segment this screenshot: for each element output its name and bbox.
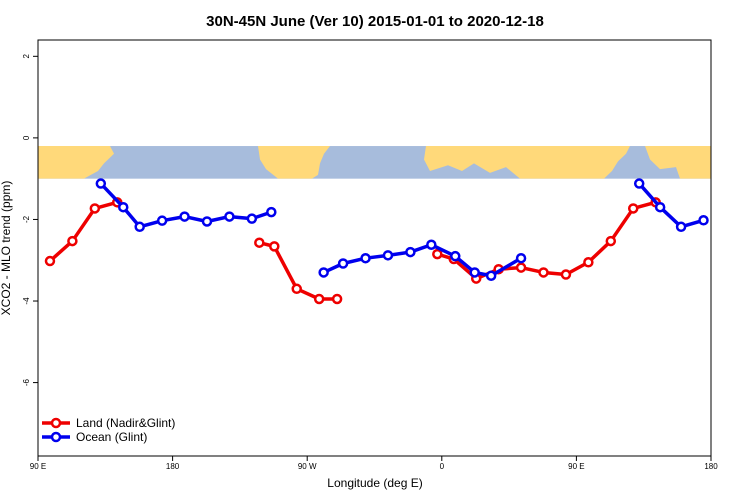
- x-tick-label: 180: [166, 462, 180, 471]
- data-point: [179, 211, 190, 222]
- data-point: [95, 178, 107, 189]
- data-point: [156, 215, 168, 226]
- legend: Land (Nadir&Glint)Ocean (Glint): [42, 416, 175, 444]
- y-axis: 2 0 -2 -4 -6: [22, 54, 38, 386]
- map-band: [38, 146, 711, 179]
- data-point: [67, 235, 78, 247]
- legend-marker: [50, 417, 62, 429]
- series-layer: [44, 178, 709, 305]
- x-axis: 90 E 180 90 W 0 90 E 180: [30, 456, 718, 471]
- map-land: [38, 146, 114, 179]
- data-point: [654, 201, 666, 213]
- data-point: [515, 262, 527, 273]
- data-point: [426, 239, 437, 250]
- x-tick-label: 90 W: [298, 462, 317, 471]
- data-point: [291, 283, 302, 295]
- series-line: [322, 242, 522, 278]
- data-point: [269, 241, 280, 252]
- data-point: [698, 215, 709, 226]
- series-line: [637, 182, 705, 229]
- data-point: [633, 178, 645, 189]
- data-point: [605, 235, 617, 247]
- legend-label: Land (Nadir&Glint): [76, 416, 175, 430]
- series-ocean: [95, 178, 709, 281]
- data-point: [254, 237, 265, 248]
- x-tick-label: 180: [704, 462, 718, 471]
- data-point: [44, 255, 56, 267]
- data-point: [117, 201, 129, 213]
- y-tick-label: -2: [22, 215, 31, 223]
- data-point: [432, 248, 443, 260]
- map-land: [645, 146, 711, 179]
- data-point: [266, 206, 277, 218]
- y-tick-label: 0: [22, 135, 31, 140]
- data-point: [313, 293, 325, 305]
- legend-label: Ocean (Glint): [76, 430, 147, 444]
- data-point: [331, 293, 343, 305]
- map-land: [258, 146, 330, 179]
- y-axis-label: XCO2 - MLO trend (ppm): [0, 181, 13, 316]
- data-point: [89, 203, 101, 214]
- data-point: [675, 221, 687, 233]
- x-tick-label: 90 E: [30, 462, 46, 471]
- data-point: [485, 270, 497, 281]
- series-land: [44, 197, 661, 305]
- y-tick-label: -4: [22, 297, 31, 305]
- data-point: [318, 267, 329, 278]
- x-tick-label: 90 E: [568, 462, 584, 471]
- data-point: [382, 250, 394, 261]
- data-point: [450, 250, 461, 262]
- data-point: [337, 258, 349, 269]
- data-point: [538, 267, 549, 278]
- legend-marker: [50, 431, 62, 443]
- data-point: [134, 221, 145, 233]
- data-point: [627, 203, 639, 214]
- x-tick-label: 0: [440, 462, 445, 471]
- plot-frame: [37, 39, 712, 457]
- data-point: [405, 246, 416, 258]
- series-line: [48, 200, 118, 263]
- y-tick-label: 2: [22, 54, 31, 59]
- data-point: [246, 213, 258, 224]
- chart-title: 30N-45N June (Ver 10) 2015-01-01 to 2020…: [206, 13, 544, 30]
- map-land: [424, 146, 630, 179]
- data-point: [360, 252, 371, 264]
- data-point: [515, 252, 527, 264]
- x-axis-label: Longitude (deg E): [327, 476, 422, 490]
- data-point: [560, 269, 572, 280]
- y-tick-label: -6: [22, 378, 31, 386]
- data-point: [201, 216, 213, 227]
- data-point: [583, 257, 594, 268]
- data-point: [224, 211, 235, 222]
- data-point: [469, 267, 480, 278]
